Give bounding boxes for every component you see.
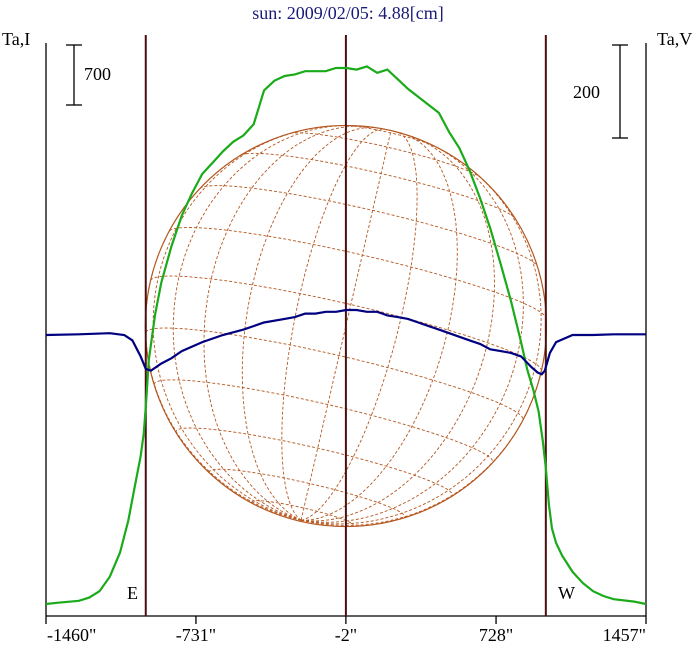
grid-line bbox=[300, 130, 392, 521]
grid-line bbox=[169, 227, 547, 319]
x-tick-label: -2" bbox=[335, 625, 357, 645]
scale-bar-right bbox=[612, 44, 628, 139]
grid-line bbox=[175, 427, 453, 497]
grid-line bbox=[251, 500, 354, 526]
grid-line bbox=[343, 125, 436, 147]
x-tick-label: -731" bbox=[176, 625, 216, 645]
scale-bar-right-label: 200 bbox=[573, 82, 600, 102]
limb-lines bbox=[144, 35, 547, 616]
y-left-label: Ta,I bbox=[2, 29, 30, 49]
scale-bar-left-label: 700 bbox=[84, 64, 111, 84]
grid-line bbox=[300, 132, 418, 521]
data-series bbox=[45, 65, 647, 606]
grid-line bbox=[172, 125, 347, 521]
grid-line bbox=[281, 128, 384, 521]
grid-line bbox=[301, 136, 495, 522]
scale-bar-left bbox=[66, 44, 82, 106]
grid-line bbox=[145, 327, 524, 421]
chart-title: sun: 2009/02/05: 4.88[cm] bbox=[252, 3, 444, 23]
grid-line bbox=[301, 145, 524, 523]
x-tick-label: 728" bbox=[479, 625, 513, 645]
x-axis-ticks: -1460" -731" -2" 728" 1457" bbox=[45, 616, 647, 645]
grid-line bbox=[153, 379, 494, 463]
grid-line bbox=[301, 163, 542, 525]
y-right-label: Ta,V bbox=[657, 29, 692, 49]
grid-line bbox=[290, 132, 481, 178]
series-line-polarization bbox=[45, 308, 646, 376]
grid-line bbox=[208, 468, 406, 518]
grid-line bbox=[152, 128, 311, 521]
grid-line bbox=[240, 152, 516, 219]
west-limb-label: W bbox=[558, 583, 575, 603]
x-tick-label: 1457" bbox=[603, 625, 646, 645]
grid-line bbox=[199, 185, 538, 267]
grid-line bbox=[203, 125, 370, 521]
x-tick-label: -1460" bbox=[47, 625, 96, 645]
series-line-intensity bbox=[45, 65, 647, 606]
east-limb-label: E bbox=[127, 583, 138, 603]
